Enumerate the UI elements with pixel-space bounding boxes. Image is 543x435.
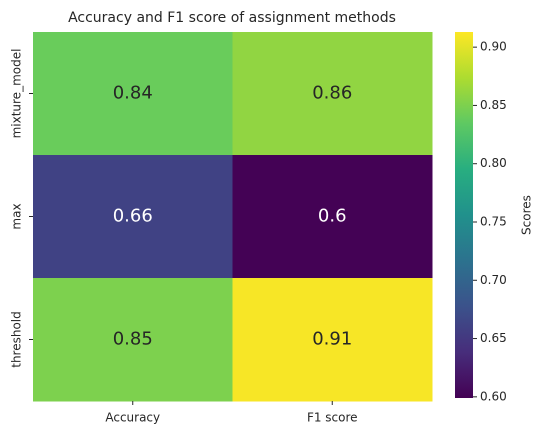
colorbar-tick-label: 0.80 bbox=[480, 156, 507, 170]
colorbar bbox=[455, 32, 473, 398]
y-tick-label: max bbox=[10, 203, 24, 229]
cell-label: 0.91 bbox=[312, 329, 352, 350]
chart-title: Accuracy and F1 score of assignment meth… bbox=[68, 10, 396, 26]
colorbar-tick-label: 0.85 bbox=[480, 98, 507, 112]
x-tick-label: Accuracy bbox=[105, 411, 160, 425]
heatmap-cell bbox=[232, 155, 433, 279]
cell-label: 0.6 bbox=[318, 206, 347, 227]
cell-label: 0.66 bbox=[113, 206, 153, 227]
heatmap-cell bbox=[33, 155, 233, 279]
cell-label: 0.84 bbox=[113, 83, 153, 104]
y-tick-label: mixture_model bbox=[10, 49, 24, 139]
y-tick-label: threshold bbox=[10, 311, 24, 368]
colorbar-label: Scores bbox=[520, 195, 534, 235]
colorbar-tick-label: 0.60 bbox=[480, 389, 507, 403]
cell-label: 0.86 bbox=[312, 83, 352, 104]
heatmap-cell bbox=[232, 32, 433, 156]
heatmap-cell bbox=[232, 278, 433, 402]
x-tick-label: F1 score bbox=[307, 411, 358, 425]
colorbar-tick-label: 0.70 bbox=[480, 273, 507, 287]
colorbar-tick-label: 0.75 bbox=[480, 214, 507, 228]
colorbar-tick-label: 0.90 bbox=[480, 40, 507, 54]
heatmap-cell bbox=[33, 32, 233, 156]
cell-label: 0.85 bbox=[113, 329, 153, 350]
heatmap-cell bbox=[33, 278, 233, 402]
colorbar-tick-label: 0.65 bbox=[480, 331, 507, 345]
